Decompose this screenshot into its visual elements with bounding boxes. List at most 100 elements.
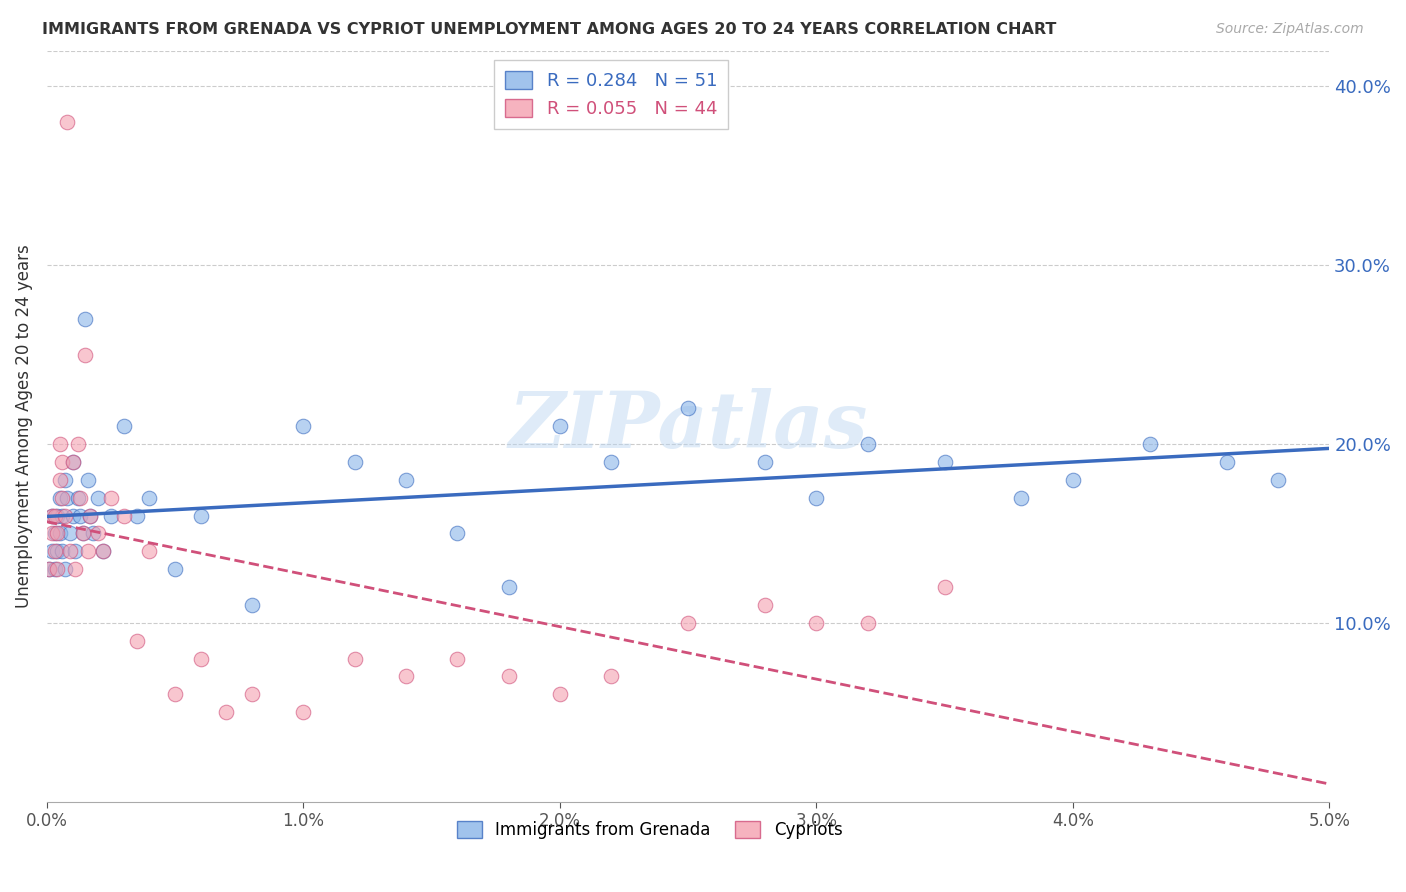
Point [138, 544, 160, 558]
Point [125, 633, 148, 648]
Point [1011, 491, 1033, 505]
Point [91, 544, 114, 558]
Point [87, 526, 110, 541]
Point [446, 651, 468, 665]
Point [856, 437, 879, 451]
Point [856, 615, 879, 630]
Point [190, 508, 212, 523]
Point [72, 526, 94, 541]
Point [62, 455, 84, 469]
Point [1139, 437, 1161, 451]
Point [72, 526, 94, 541]
Point [77, 473, 100, 487]
Point [53, 508, 76, 523]
Point [53, 473, 76, 487]
Point [44, 562, 66, 576]
Point [41, 508, 63, 523]
Point [600, 669, 623, 683]
Point [806, 491, 828, 505]
Point [63, 544, 86, 558]
Point [66, 437, 89, 451]
Legend: Immigrants from Grenada, Cypriots: Immigrants from Grenada, Cypriots [450, 814, 849, 846]
Point [59, 544, 82, 558]
Point [100, 508, 122, 523]
Point [48, 437, 70, 451]
Point [292, 419, 315, 434]
Point [46, 544, 69, 558]
Point [56, 491, 79, 505]
Point [51, 455, 73, 469]
Point [676, 401, 699, 416]
Point [1062, 473, 1084, 487]
Point [343, 455, 366, 469]
Point [125, 508, 148, 523]
Point [548, 687, 571, 701]
Point [343, 651, 366, 665]
Point [934, 580, 956, 594]
Point [38, 562, 60, 576]
Point [240, 598, 263, 612]
Point [38, 562, 60, 576]
Point [498, 669, 520, 683]
Point [41, 544, 63, 558]
Point [44, 544, 66, 558]
Point [165, 562, 187, 576]
Point [51, 544, 73, 558]
Point [66, 491, 89, 505]
Point [1267, 473, 1289, 487]
Point [44, 526, 66, 541]
Point [69, 508, 91, 523]
Point [48, 473, 70, 487]
Point [44, 508, 66, 523]
Point [91, 544, 114, 558]
Point [498, 580, 520, 594]
Point [806, 615, 828, 630]
Point [190, 651, 212, 665]
Text: IMMIGRANTS FROM GRENADA VS CYPRIOT UNEMPLOYMENT AMONG AGES 20 TO 24 YEARS CORREL: IMMIGRANTS FROM GRENADA VS CYPRIOT UNEMP… [42, 22, 1056, 37]
Point [446, 526, 468, 541]
Point [165, 687, 187, 701]
Point [75, 311, 97, 326]
Point [59, 526, 82, 541]
Point [46, 508, 69, 523]
Point [138, 491, 160, 505]
Point [395, 473, 418, 487]
Point [63, 562, 86, 576]
Point [112, 508, 135, 523]
Point [1215, 455, 1237, 469]
Point [62, 508, 84, 523]
Text: Source: ZipAtlas.com: Source: ZipAtlas.com [1216, 22, 1364, 37]
Point [41, 526, 63, 541]
Point [48, 526, 70, 541]
Y-axis label: Unemployment Among Ages 20 to 24 years: Unemployment Among Ages 20 to 24 years [15, 244, 32, 608]
Point [41, 508, 63, 523]
Point [548, 419, 571, 434]
Point [100, 491, 122, 505]
Point [79, 508, 101, 523]
Point [75, 348, 97, 362]
Point [77, 544, 100, 558]
Point [215, 705, 238, 719]
Point [79, 508, 101, 523]
Point [240, 687, 263, 701]
Point [48, 491, 70, 505]
Point [56, 115, 79, 129]
Point [62, 455, 84, 469]
Point [676, 615, 699, 630]
Point [51, 508, 73, 523]
Point [46, 526, 69, 541]
Point [934, 455, 956, 469]
Point [82, 526, 104, 541]
Point [51, 491, 73, 505]
Point [87, 491, 110, 505]
Point [69, 491, 91, 505]
Point [395, 669, 418, 683]
Point [292, 705, 315, 719]
Point [112, 419, 135, 434]
Point [46, 562, 69, 576]
Point [754, 455, 776, 469]
Point [754, 598, 776, 612]
Point [53, 562, 76, 576]
Text: ZIPatlas: ZIPatlas [509, 388, 868, 465]
Point [600, 455, 623, 469]
